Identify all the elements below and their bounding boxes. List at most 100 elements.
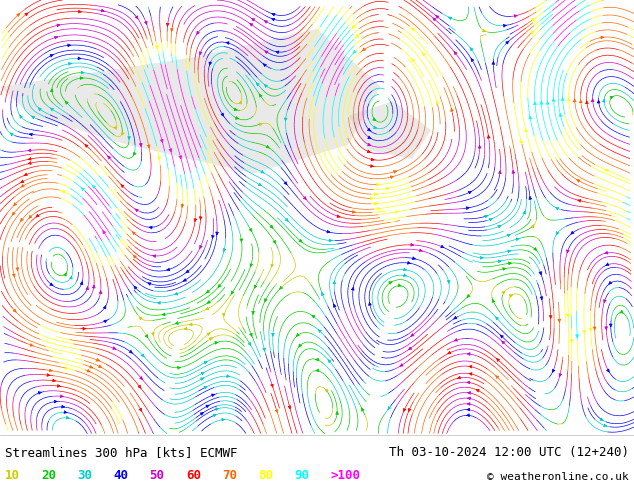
FancyArrowPatch shape xyxy=(171,28,173,31)
Text: 20: 20 xyxy=(41,468,56,482)
FancyArrowPatch shape xyxy=(496,317,498,320)
FancyArrowPatch shape xyxy=(14,203,16,206)
FancyArrowPatch shape xyxy=(467,397,470,400)
FancyArrowPatch shape xyxy=(610,96,613,99)
FancyArrowPatch shape xyxy=(496,359,500,362)
FancyArrowPatch shape xyxy=(204,387,207,389)
FancyArrowPatch shape xyxy=(181,204,184,207)
FancyArrowPatch shape xyxy=(231,291,234,294)
FancyArrowPatch shape xyxy=(79,10,81,13)
FancyArrowPatch shape xyxy=(55,400,57,403)
FancyArrowPatch shape xyxy=(98,365,101,368)
FancyArrowPatch shape xyxy=(264,21,268,23)
FancyArrowPatch shape xyxy=(113,347,116,349)
FancyArrowPatch shape xyxy=(433,18,436,21)
FancyArrowPatch shape xyxy=(604,424,607,427)
FancyArrowPatch shape xyxy=(93,185,95,188)
FancyArrowPatch shape xyxy=(83,327,86,330)
FancyArrowPatch shape xyxy=(441,245,444,248)
FancyArrowPatch shape xyxy=(50,283,53,286)
FancyArrowPatch shape xyxy=(138,385,141,388)
FancyArrowPatch shape xyxy=(134,286,137,289)
FancyArrowPatch shape xyxy=(261,171,264,173)
FancyArrowPatch shape xyxy=(139,317,142,320)
FancyArrowPatch shape xyxy=(271,18,275,21)
FancyArrowPatch shape xyxy=(271,333,275,336)
FancyArrowPatch shape xyxy=(591,99,594,101)
FancyArrowPatch shape xyxy=(263,64,266,67)
FancyArrowPatch shape xyxy=(312,316,315,318)
FancyArrowPatch shape xyxy=(213,414,216,417)
FancyArrowPatch shape xyxy=(259,94,262,97)
FancyArrowPatch shape xyxy=(353,211,355,213)
FancyArrowPatch shape xyxy=(29,215,32,218)
FancyArrowPatch shape xyxy=(539,271,541,275)
FancyArrowPatch shape xyxy=(492,299,495,302)
FancyArrowPatch shape xyxy=(139,376,143,380)
FancyArrowPatch shape xyxy=(391,176,394,178)
FancyArrowPatch shape xyxy=(467,294,470,297)
FancyArrowPatch shape xyxy=(10,133,13,136)
FancyArrowPatch shape xyxy=(30,343,33,346)
FancyArrowPatch shape xyxy=(540,101,543,104)
FancyArrowPatch shape xyxy=(209,62,212,65)
FancyArrowPatch shape xyxy=(250,24,253,26)
FancyArrowPatch shape xyxy=(68,62,72,65)
FancyArrowPatch shape xyxy=(436,101,439,104)
FancyArrowPatch shape xyxy=(492,61,495,64)
FancyArrowPatch shape xyxy=(316,358,319,361)
FancyArrowPatch shape xyxy=(199,217,202,220)
FancyArrowPatch shape xyxy=(127,137,131,140)
FancyArrowPatch shape xyxy=(223,314,225,317)
FancyArrowPatch shape xyxy=(325,389,328,392)
FancyArrowPatch shape xyxy=(158,157,160,160)
FancyArrowPatch shape xyxy=(157,301,160,304)
FancyArrowPatch shape xyxy=(507,234,510,237)
FancyArrowPatch shape xyxy=(264,298,267,302)
FancyArrowPatch shape xyxy=(108,156,111,159)
FancyArrowPatch shape xyxy=(419,249,422,252)
FancyArrowPatch shape xyxy=(86,287,89,290)
FancyArrowPatch shape xyxy=(503,268,506,270)
FancyArrowPatch shape xyxy=(576,335,578,338)
FancyArrowPatch shape xyxy=(13,274,15,277)
FancyArrowPatch shape xyxy=(51,108,53,111)
FancyArrowPatch shape xyxy=(447,280,450,283)
FancyArrowPatch shape xyxy=(602,99,605,102)
FancyArrowPatch shape xyxy=(467,381,470,384)
Text: 30: 30 xyxy=(77,468,93,482)
FancyArrowPatch shape xyxy=(235,117,238,119)
FancyArrowPatch shape xyxy=(201,372,204,375)
FancyArrowPatch shape xyxy=(133,232,135,235)
FancyArrowPatch shape xyxy=(21,184,24,187)
FancyArrowPatch shape xyxy=(209,338,212,341)
FancyArrowPatch shape xyxy=(436,16,439,18)
FancyArrowPatch shape xyxy=(226,42,229,45)
FancyArrowPatch shape xyxy=(61,191,65,193)
FancyArrowPatch shape xyxy=(403,274,406,276)
FancyArrowPatch shape xyxy=(81,77,83,79)
FancyArrowPatch shape xyxy=(368,136,371,139)
FancyArrowPatch shape xyxy=(257,83,259,86)
FancyArrowPatch shape xyxy=(101,9,104,12)
FancyArrowPatch shape xyxy=(478,146,481,148)
FancyArrowPatch shape xyxy=(503,24,507,27)
FancyArrowPatch shape xyxy=(604,300,606,303)
FancyArrowPatch shape xyxy=(370,197,373,200)
FancyArrowPatch shape xyxy=(284,182,287,185)
FancyArrowPatch shape xyxy=(24,173,27,175)
FancyArrowPatch shape xyxy=(104,320,107,323)
FancyArrowPatch shape xyxy=(162,313,165,316)
FancyArrowPatch shape xyxy=(216,408,219,411)
FancyArrowPatch shape xyxy=(597,100,600,103)
FancyArrowPatch shape xyxy=(506,41,508,44)
FancyArrowPatch shape xyxy=(558,319,560,322)
FancyArrowPatch shape xyxy=(467,403,470,405)
FancyArrowPatch shape xyxy=(567,314,569,317)
FancyArrowPatch shape xyxy=(552,369,555,372)
FancyArrowPatch shape xyxy=(36,214,39,217)
FancyArrowPatch shape xyxy=(65,367,68,369)
FancyArrowPatch shape xyxy=(103,306,106,309)
FancyArrowPatch shape xyxy=(377,183,379,186)
FancyArrowPatch shape xyxy=(508,250,511,253)
